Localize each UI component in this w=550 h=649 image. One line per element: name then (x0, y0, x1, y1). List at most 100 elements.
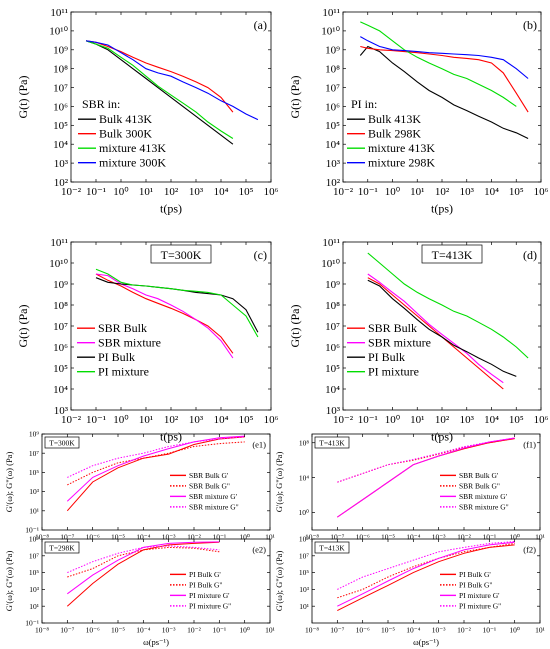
y-tick-label: 10⁷ (299, 551, 310, 560)
y-tick-label: 10⁹ (325, 45, 340, 57)
y-axis-label: G(t) (Pa) (16, 76, 30, 119)
y-tick-label: 10⁸ (325, 300, 340, 312)
series-line-c-3 (95, 268, 259, 338)
x-tick-label: 10⁻⁵ (111, 533, 125, 542)
legend-entry: Bulk 413K (99, 112, 152, 126)
temperature-box (314, 541, 350, 554)
x-tick-label: 10¹ (410, 414, 424, 426)
y-tick-label: 10¹⁰ (321, 258, 340, 270)
legend-entry: SBR Bulk G" (189, 482, 230, 491)
series-line-e2-1 (67, 546, 220, 578)
legend-entry: mixture 300K (99, 156, 166, 170)
x-tick-label: 10³ (189, 414, 204, 426)
x-tick-label: 10⁻² (457, 626, 471, 635)
temperature-note: T=300K (49, 439, 75, 448)
legend-entry: mixture 413K (368, 141, 435, 155)
legend-entry: Bulk 298K (368, 127, 421, 141)
x-tick-label: 10⁰ (509, 533, 520, 542)
series-line-d-3 (367, 252, 529, 359)
x-tick-label: 10⁻³ (162, 626, 176, 635)
legend-entry: PI mixture G" (189, 602, 231, 611)
y-tick-label: 10⁹ (325, 279, 340, 291)
x-tick-label: 10⁰ (239, 626, 250, 635)
y-tick-label: 10¹⁰ (49, 26, 68, 38)
x-tick-label: 10⁻³ (432, 533, 446, 542)
x-tick-label: 10¹ (535, 626, 545, 635)
panel-label: (d) (523, 248, 537, 262)
temperature-note: T=298K (49, 544, 75, 553)
x-tick-label: 10⁰ (385, 414, 401, 426)
legend-title: PI in: (351, 97, 377, 111)
panel-label: (f2) (523, 545, 536, 555)
series-line-b-1 (360, 45, 529, 113)
y-tick-label: 10⁻¹ (25, 526, 39, 535)
y-tick-label: 10⁷ (29, 551, 40, 560)
plot-frame (311, 538, 541, 624)
chart-panel-e2: 10⁻⁸ 10⁻⁷ 10⁻⁶ 10⁻⁵ 10⁻⁴ 10⁻³ 10⁻² 10⁻¹ 10⁰ 10¹ 10… (4, 535, 275, 647)
x-tick-label: 10¹ (535, 533, 545, 542)
legend-entry: Bulk 300K (99, 127, 152, 141)
x-tick-label: 10⁰ (385, 186, 401, 198)
chart-panel-b: 10⁻² 10⁻¹ 10⁰ 10¹ 10² 10³ 10⁴ 10⁵ 10⁶ 10² 10³ 10⁴ 10… (288, 7, 549, 216)
x-tick-label: 10⁻³ (432, 626, 446, 635)
legend-entry: PI mixture G' (189, 591, 230, 600)
series-line-e2-3 (67, 545, 220, 574)
legend-entry: SBR Bulk G' (189, 471, 229, 480)
x-tick-label: 10⁻⁸ (35, 533, 49, 542)
series-line-e1-3 (67, 436, 245, 478)
x-tick-label: 10⁻⁷ (330, 626, 344, 635)
x-axis-label: t(ps) (431, 430, 453, 444)
x-tick-label: 10⁰ (239, 533, 250, 542)
y-axis-label: G'(ω); G"(ω) (Pa) (4, 452, 14, 513)
series-line-d-0 (367, 277, 504, 390)
x-tick-label: 10⁶ (264, 186, 279, 198)
y-axis-label: G'(ω); G"(ω) (Pa) (274, 551, 284, 612)
y-tick-label: 10¹¹ (50, 237, 68, 249)
x-tick-label: 10⁻¹ (358, 414, 378, 426)
y-tick-label: 10¹ (299, 602, 309, 611)
legend-entry: SBR mixture G" (459, 503, 509, 512)
y-tick-label: 10³ (326, 405, 341, 417)
series-line-c-0 (95, 273, 234, 354)
plot-frame (41, 538, 271, 624)
series-line-b-2 (360, 21, 517, 107)
panel-label: (e1) (252, 440, 266, 450)
y-axis-label: G'(ω); G"(ω) (Pa) (4, 551, 14, 612)
y-tick-label: 10⁷ (325, 82, 340, 94)
x-tick-label: 10⁴ (214, 186, 229, 198)
series-line-f2-1 (337, 542, 515, 599)
y-axis-label: G(t) (Pa) (288, 305, 302, 348)
y-tick-label: 10⁰ (298, 508, 309, 517)
x-tick-label: 10³ (460, 414, 475, 426)
x-tick-label: 10¹ (139, 186, 153, 198)
x-tick-label: 10⁵ (239, 414, 254, 426)
x-tick-label: 10³ (460, 186, 475, 198)
temperature-box (44, 436, 80, 449)
series-line-d-2 (367, 279, 517, 377)
series-line-f2-2 (337, 541, 515, 607)
x-tick-label: 10⁻⁷ (330, 533, 344, 542)
legend-entry: PI mixture G" (459, 602, 501, 611)
y-tick-label: 10⁹ (299, 535, 310, 544)
y-axis-label: G(t) (Pa) (288, 76, 302, 119)
legend-entry: SBR Bulk (368, 321, 417, 335)
y-tick-label: 10⁷ (53, 82, 68, 94)
y-tick-label: 10⁹ (53, 279, 68, 291)
series-line-a-3 (86, 40, 259, 121)
y-tick-label: 10⁷ (325, 321, 340, 333)
temperature-note: T=413K (432, 248, 473, 262)
y-tick-label: 10⁸ (53, 300, 68, 312)
chart-panel-f1: 10⁻⁸ 10⁻⁷ 10⁻⁶ 10⁻⁵ 10⁻⁴ 10⁻³ 10⁻² 10⁻¹ 10⁰ 10¹ 10… (274, 433, 545, 542)
chart-panel-e1: 10⁻⁸ 10⁻⁷ 10⁻⁶ 10⁻⁵ 10⁻⁴ 10⁻³ 10⁻² 10⁻¹ 10⁰ 10¹ 10… (4, 430, 275, 542)
x-axis-label: t(ps) (160, 430, 182, 444)
x-axis-label: ω(ps⁻¹) (143, 637, 169, 647)
series-line-a-2 (85, 40, 234, 139)
y-tick-label: 10² (326, 177, 341, 189)
y-tick-label: 10⁴ (53, 139, 68, 151)
temperature-note: T=413K (319, 544, 345, 553)
y-tick-label: 10⁵ (325, 120, 340, 132)
legend-entry: SBR Bulk G" (459, 482, 500, 491)
x-tick-label: 10⁻² (61, 186, 82, 198)
series-line-b-0 (359, 45, 529, 139)
x-tick-label: 10⁻⁶ (86, 533, 100, 542)
